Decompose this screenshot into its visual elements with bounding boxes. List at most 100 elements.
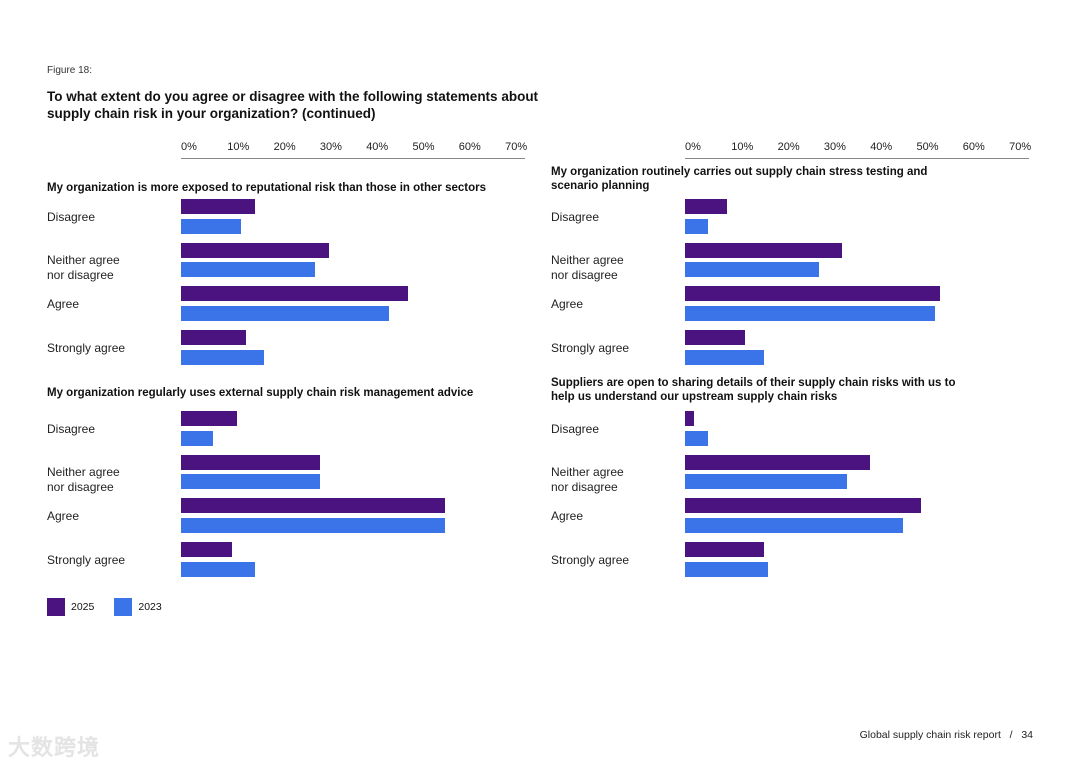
category-label-line: Disagree — [47, 422, 96, 436]
legend-swatch-2025 — [47, 598, 65, 616]
category-label-line: Disagree — [47, 210, 96, 224]
bar-2025 — [685, 242, 843, 258]
x-tick-label: 30% — [823, 141, 846, 153]
category-label-line: nor disagree — [551, 267, 618, 282]
x-axis-line — [685, 158, 1030, 159]
bar-2023 — [685, 561, 769, 577]
footer: Global supply chain risk report / 34 — [860, 729, 1033, 741]
bar-2025 — [685, 498, 922, 514]
category-label-line: Agree — [47, 297, 80, 312]
category-label-line: Agree — [551, 297, 584, 312]
category-label-line: Strongly agree — [47, 341, 126, 356]
category-label-line: Agree — [47, 509, 80, 524]
bar-2025 — [685, 542, 764, 558]
category-label-line: Strongly agree — [47, 553, 126, 568]
bar-2025 — [685, 286, 940, 302]
x-tick-label: 10% — [227, 141, 250, 153]
category-label: Neither agree nor disagree — [551, 253, 676, 283]
figure-label: Figure 18: — [47, 65, 93, 76]
legend-label-2025: 2025 — [71, 601, 95, 613]
category-label-line: Disagree — [551, 422, 600, 436]
category-label: Agree — [551, 509, 676, 524]
bar-2023 — [181, 561, 256, 577]
bar-2023 — [181, 517, 445, 533]
bar-2023 — [181, 262, 316, 278]
bar-2023 — [181, 218, 242, 234]
category-label: Disagree — [551, 422, 676, 437]
x-tick-label: 40% — [870, 141, 893, 153]
category-label: Strongly agree — [551, 553, 676, 568]
bar-2023 — [181, 305, 390, 321]
category-label: Strongly agree — [47, 341, 172, 356]
category-label-line: Strongly agree — [551, 553, 630, 568]
x-axis-line — [181, 158, 526, 159]
x-tick-label: 60% — [458, 141, 481, 153]
figure-title: To what extent do you agree or disagree … — [47, 89, 539, 121]
bar-2023 — [181, 430, 214, 446]
bar-2025 — [181, 286, 408, 302]
bar-2023 — [685, 430, 709, 446]
bar-2025 — [685, 454, 871, 470]
category-label: Disagree — [551, 210, 676, 225]
bar-2025 — [685, 411, 695, 426]
bar-2023 — [685, 517, 903, 533]
bar-2023 — [685, 218, 709, 234]
legend: 2025 2023 — [47, 598, 162, 616]
category-label: Neither agree nor disagree — [47, 465, 172, 495]
bar-2023 — [685, 262, 820, 278]
x-tick-label: 20% — [777, 141, 800, 153]
watermark-logo: 大数跨境 — [8, 735, 101, 760]
footer-separator: / — [1009, 729, 1013, 741]
category-label: Disagree — [47, 210, 172, 225]
x-tick-label: 70% — [505, 141, 528, 153]
legend-swatch-2023 — [114, 598, 133, 616]
category-label-line: Neither agree — [551, 252, 624, 267]
page-number: 34 — [1021, 729, 1033, 741]
report-name: Global supply chain risk report — [859, 729, 1001, 741]
x-tick-label: 30% — [319, 141, 342, 153]
category-label-line: Disagree — [551, 210, 600, 224]
bar-2025 — [181, 330, 246, 346]
bar-2023 — [181, 474, 320, 490]
x-tick-label: 70% — [1009, 141, 1032, 153]
panel-title: Suppliers are open to sharing details of… — [551, 377, 956, 403]
category-label: Disagree — [47, 422, 172, 437]
category-label-line: Neither agree — [551, 464, 624, 479]
category-label-line: Agree — [551, 509, 584, 524]
category-label: Agree — [551, 297, 676, 312]
x-tick-label: 10% — [731, 141, 754, 153]
category-label: Strongly agree — [47, 553, 172, 568]
bar-2025 — [685, 330, 746, 346]
category-label: Agree — [47, 509, 172, 524]
category-label-line: nor disagree — [47, 267, 114, 282]
x-tick-label: 50% — [916, 141, 939, 153]
bar-2025 — [181, 242, 330, 258]
bar-2023 — [685, 305, 936, 321]
bar-2023 — [685, 474, 848, 490]
panel-title: My organization regularly uses external … — [47, 387, 474, 399]
panel-title: My organization is more exposed to reput… — [47, 182, 486, 194]
x-tick-label: 0% — [181, 141, 197, 153]
x-tick-label: 0% — [685, 141, 701, 153]
bar-2023 — [685, 349, 764, 365]
bar-2025 — [181, 454, 320, 470]
bar-2023 — [181, 349, 265, 365]
x-tick-label: 50% — [412, 141, 435, 153]
x-tick-label: 40% — [366, 141, 389, 153]
panel-title: My organization routinely carries out su… — [551, 166, 928, 192]
bar-2025 — [181, 498, 445, 514]
bar-2025 — [685, 199, 727, 214]
category-label: Neither agree nor disagree — [551, 465, 676, 495]
bar-2025 — [181, 199, 256, 214]
category-label: Agree — [47, 297, 172, 312]
category-label-line: Neither agree — [47, 252, 120, 267]
x-tick-label: 60% — [962, 141, 985, 153]
category-label: Neither agree nor disagree — [47, 253, 172, 283]
category-label-line: Neither agree — [47, 464, 120, 479]
x-tick-label: 20% — [273, 141, 296, 153]
bar-2025 — [181, 411, 237, 426]
category-label-line: nor disagree — [551, 479, 618, 494]
legend-label-2023: 2023 — [138, 601, 162, 613]
bar-2025 — [181, 542, 232, 558]
